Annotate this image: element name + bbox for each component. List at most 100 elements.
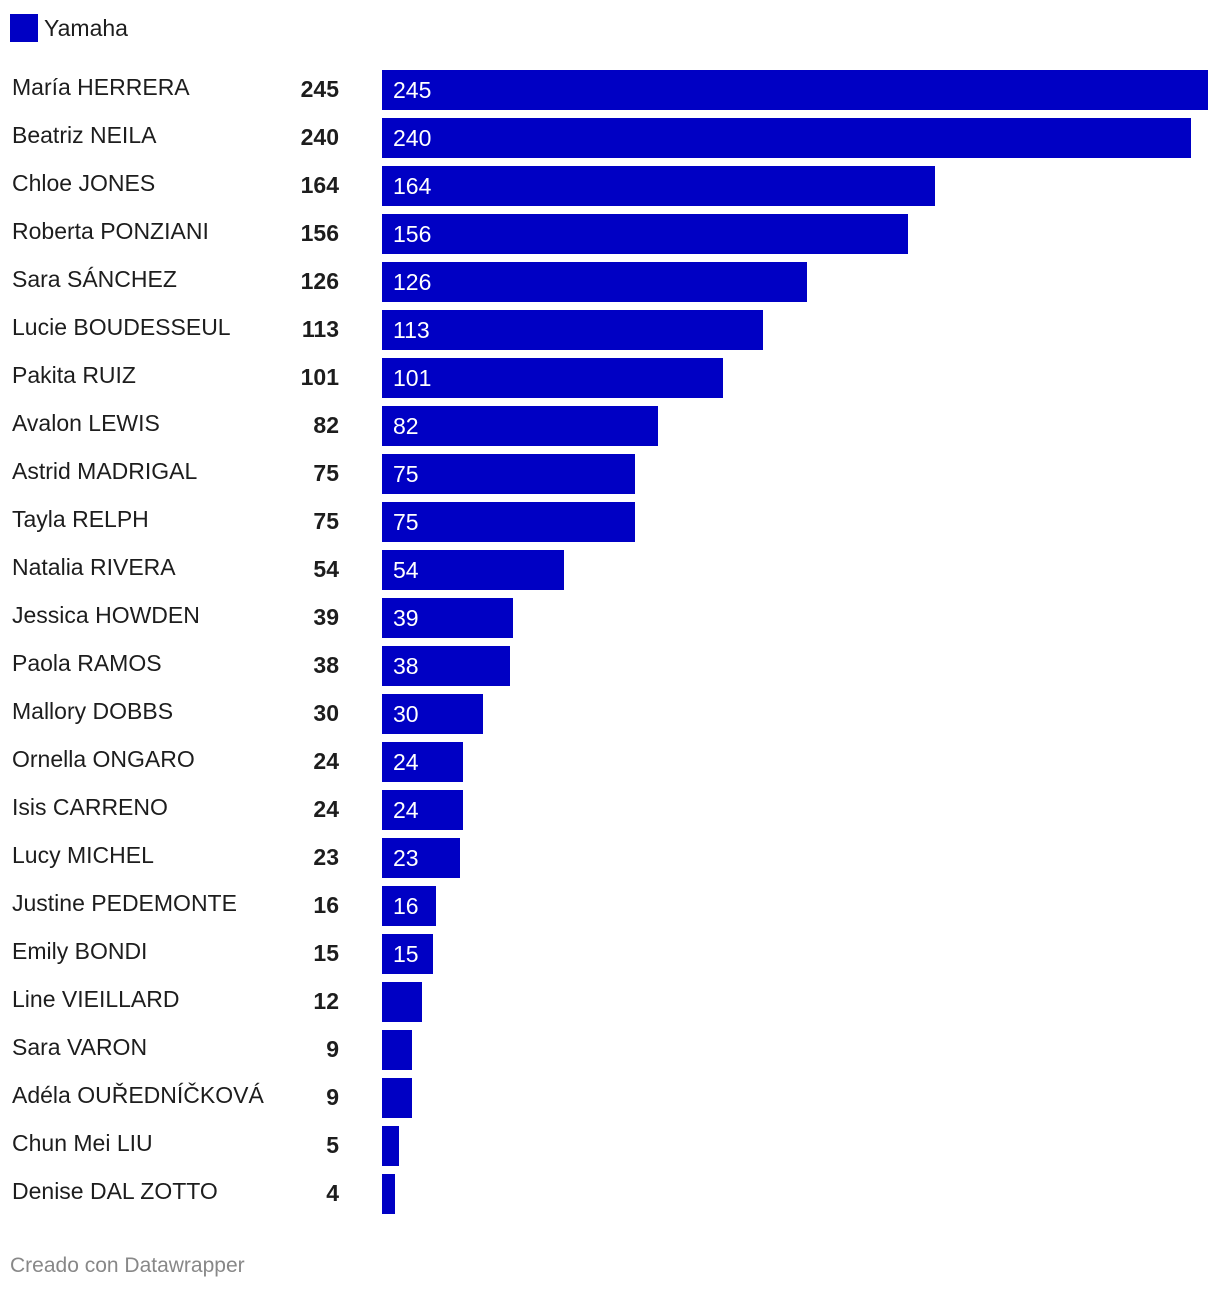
bar-inner-label: 101 (393, 365, 432, 391)
legend: Yamaha (10, 14, 128, 42)
value-label: 245 (300, 76, 339, 102)
value-label: 23 (313, 844, 339, 870)
category-label: Lucie BOUDESSEUL (12, 314, 231, 340)
bar-inner-label: 240 (393, 125, 432, 151)
category-label: Emily BONDI (12, 938, 148, 964)
value-label: 9 (326, 1036, 339, 1062)
value-label: 15 (313, 940, 339, 966)
value-label: 38 (313, 652, 339, 678)
bar-row: Mallory DOBBS 30 30 (0, 694, 1220, 734)
bar-row: Beatriz NEILA 240 240 (0, 118, 1220, 158)
bar-inner-label: 15 (393, 941, 419, 967)
value-label: 4 (326, 1180, 339, 1206)
bar-row: Natalia RIVERA 54 54 (0, 550, 1220, 590)
category-label: Sara VARON (12, 1034, 148, 1060)
category-label: Beatriz NEILA (12, 122, 157, 148)
category-label: Tayla RELPH (12, 506, 149, 532)
category-label: María HERRERA (12, 74, 190, 100)
bar: 39 (382, 598, 514, 638)
category-label: Adéla OUŘEDNÍČKOVÁ (12, 1082, 264, 1108)
bar (382, 1078, 413, 1118)
value-label: 164 (300, 172, 339, 198)
bar-row: Chloe JONES 164 164 (0, 166, 1220, 206)
bar-inner-label: 24 (393, 797, 419, 823)
bar-row: Roberta PONZIANI 156 156 (0, 214, 1220, 254)
value-label: 126 (300, 268, 339, 294)
bar: 16 (382, 886, 436, 926)
bar-row: Sara VARON 9 (0, 1030, 1220, 1070)
bar: 101 (382, 358, 723, 398)
category-label: Ornella ONGARO (12, 746, 195, 772)
bar: 24 (382, 790, 463, 830)
value-label: 75 (313, 508, 339, 534)
bar-row: Adéla OUŘEDNÍČKOVÁ 9 (0, 1078, 1220, 1118)
value-label: 39 (313, 604, 339, 630)
bar: 75 (382, 454, 635, 494)
value-label: 101 (300, 364, 339, 390)
bar-inner-label: 126 (393, 269, 432, 295)
category-label: Line VIEILLARD (12, 986, 180, 1012)
bar-row: Chun Mei LIU 5 (0, 1126, 1220, 1166)
value-label: 5 (326, 1132, 339, 1158)
bar-inner-label: 30 (393, 701, 419, 727)
bar: 126 (382, 262, 807, 302)
legend-swatch (10, 14, 38, 42)
bar-row: Emily BONDI 15 15 (0, 934, 1220, 974)
bar: 54 (382, 550, 565, 590)
value-label: 54 (313, 556, 339, 582)
category-label: Mallory DOBBS (12, 698, 174, 724)
bar-inner-label: 16 (393, 893, 419, 919)
category-label: Isis CARRENO (12, 794, 168, 820)
value-label: 9 (326, 1084, 339, 1110)
bar: 75 (382, 502, 635, 542)
bar: 245 (382, 70, 1208, 110)
bar-row: Jessica HOWDEN 39 39 (0, 598, 1220, 638)
bar-inner-label: 75 (393, 461, 419, 487)
bar: 38 (382, 646, 511, 686)
category-label: Chun Mei LIU (12, 1130, 153, 1156)
bar-row: Ornella ONGARO 24 24 (0, 742, 1220, 782)
value-label: 156 (300, 220, 339, 246)
category-label: Lucy MICHEL (12, 842, 154, 868)
bar: 24 (382, 742, 463, 782)
bar: 240 (382, 118, 1192, 158)
category-label: Sara SÁNCHEZ (12, 266, 177, 292)
legend-label: Yamaha (44, 14, 128, 41)
bar-row: Paola RAMOS 38 38 (0, 646, 1220, 686)
bar-row: Denise DAL ZOTTO 4 (0, 1174, 1220, 1214)
value-label: 240 (300, 124, 339, 150)
bar-inner-label: 39 (393, 605, 419, 631)
value-label: 24 (313, 748, 339, 774)
bar-row: Avalon LEWIS 82 82 (0, 406, 1220, 446)
bar-inner-label: 164 (393, 173, 432, 199)
bar-row: Isis CARRENO 24 24 (0, 790, 1220, 830)
bar (382, 1174, 396, 1214)
bar-inner-label: 82 (393, 413, 419, 439)
bar-row: Pakita RUIZ 101 101 (0, 358, 1220, 398)
footer-credit[interactable]: Creado con Datawrapper (10, 1254, 245, 1277)
bar-row: María HERRERA 245 245 (0, 70, 1220, 110)
value-label: 24 (313, 796, 339, 822)
bar-inner-label: 54 (393, 557, 419, 583)
bar (382, 982, 423, 1022)
bar-inner-label: 75 (393, 509, 419, 535)
category-label: Avalon LEWIS (12, 410, 160, 436)
value-label: 16 (313, 892, 339, 918)
bar-inner-label: 156 (393, 221, 432, 247)
category-label: Pakita RUIZ (12, 362, 136, 388)
bar-inner-label: 23 (393, 845, 419, 871)
bar-row: Lucy MICHEL 23 23 (0, 838, 1220, 878)
bar-row: Lucie BOUDESSEUL 113 113 (0, 310, 1220, 350)
bar-row: Sara SÁNCHEZ 126 126 (0, 262, 1220, 302)
bar-row: Line VIEILLARD 12 (0, 982, 1220, 1022)
value-label: 75 (313, 460, 339, 486)
category-label: Jessica HOWDEN (12, 602, 200, 628)
value-label: 82 (313, 412, 339, 438)
bar: 82 (382, 406, 659, 446)
category-label: Justine PEDEMONTE (12, 890, 237, 916)
bar-inner-label: 245 (393, 77, 432, 103)
bar-row: Astrid MADRIGAL 75 75 (0, 454, 1220, 494)
bar: 113 (382, 310, 763, 350)
value-label: 12 (313, 988, 339, 1014)
bar: 30 (382, 694, 484, 734)
